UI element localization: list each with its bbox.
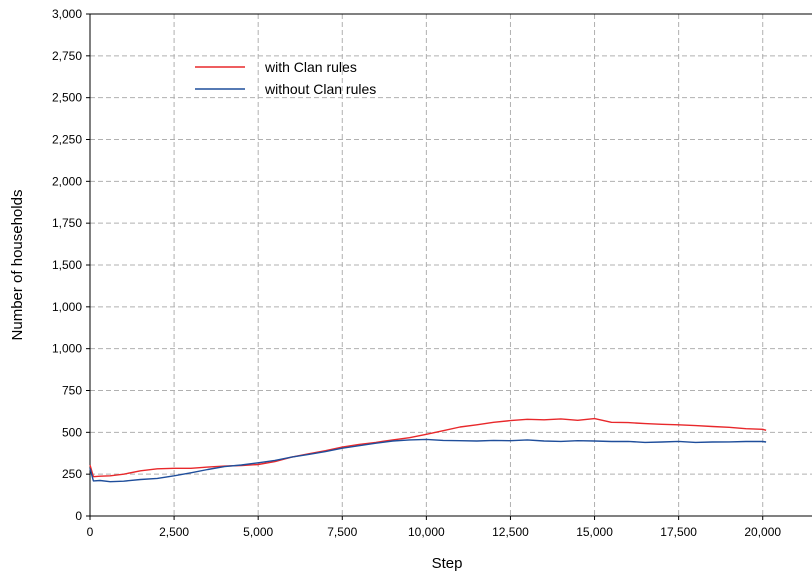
x-tick-label: 12,500	[492, 525, 529, 539]
grid-lines	[90, 14, 812, 516]
x-tick-label: 20,000	[744, 525, 781, 539]
series-line-with-clan-rules	[89, 417, 767, 478]
legend-label-with-clan-rules: with Clan rules	[264, 59, 357, 75]
y-tick-label: 1,000	[52, 300, 82, 314]
y-tick-label: 3,000	[52, 7, 82, 21]
y-tick-label: 2,500	[52, 91, 82, 105]
x-tick-label: 7,500	[327, 525, 357, 539]
x-tick-label: 17,500	[660, 525, 697, 539]
x-tick-label: 2,500	[159, 525, 189, 539]
y-axis-ticks: 0 250 500 750 1,000 1,000 1,500 1,750 2,000 2,250…	[52, 7, 90, 523]
y-tick-label: 500	[62, 425, 82, 439]
y-tick-label: 2,250	[52, 133, 82, 147]
x-axis-ticks: 0 2,500 5,000 7,500 10,000 12,500 15,000 17,500…	[87, 516, 781, 539]
y-tick-label: 1,000	[52, 342, 82, 356]
x-tick-label: 5,000	[243, 525, 273, 539]
x-axis-title: Step	[432, 555, 463, 572]
x-tick-label: 15,000	[576, 525, 613, 539]
y-tick-label: 2,750	[52, 49, 82, 63]
legend-label-without-clan-rules: without Clan rules	[264, 81, 376, 97]
x-tick-label: 10,000	[408, 525, 445, 539]
y-tick-label: 250	[62, 467, 82, 481]
y-axis-title: Number of households	[9, 190, 26, 341]
y-tick-label: 1,500	[52, 258, 82, 272]
series-layer	[89, 417, 767, 483]
y-tick-label: 2,000	[52, 174, 82, 188]
y-tick-label: 750	[62, 384, 82, 398]
y-tick-label: 0	[75, 509, 82, 523]
series-line-without-clan-rules	[89, 438, 767, 483]
legend: with Clan rules without Clan rules	[195, 59, 376, 97]
y-tick-label: 1,750	[52, 216, 82, 230]
x-tick-label: 0	[87, 525, 94, 539]
